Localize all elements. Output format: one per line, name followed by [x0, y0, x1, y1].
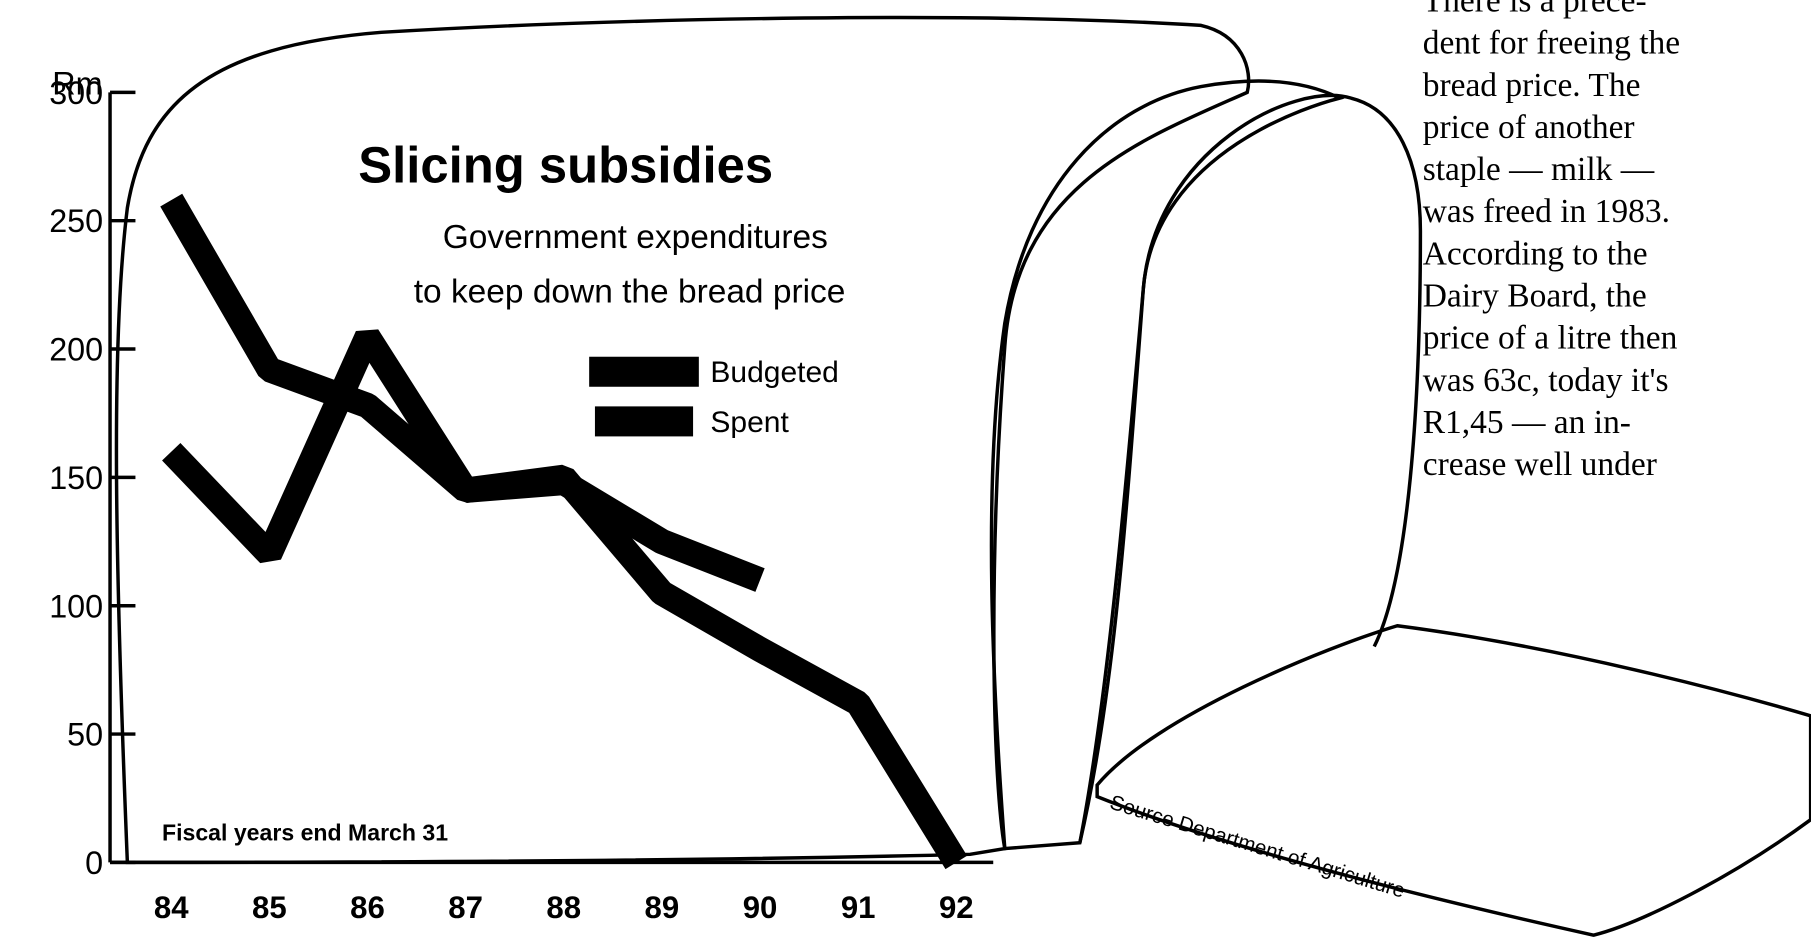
- chart-subtitle: Government expenditures: [443, 219, 828, 256]
- x-tick-label: 84: [154, 890, 189, 925]
- x-tick-label: 87: [448, 890, 483, 925]
- legend: Budgeted Spent: [589, 356, 839, 439]
- legend-label: Budgeted: [710, 356, 838, 389]
- legend-swatch: [595, 406, 693, 436]
- x-tick-label: 91: [841, 890, 876, 925]
- y-tick-label: 300: [49, 75, 103, 111]
- article-line: was freed in 1983.: [1423, 193, 1670, 230]
- y-tick-label: 100: [49, 588, 103, 624]
- x-tick-label: 85: [252, 890, 287, 925]
- article-line: Dairy Board, the: [1423, 278, 1647, 315]
- article-line: According to the: [1423, 235, 1648, 272]
- x-tick-label: 88: [546, 890, 581, 925]
- y-tick-label: 150: [49, 460, 103, 496]
- y-tick-label: 200: [49, 332, 103, 368]
- article-line: price of another: [1423, 109, 1635, 146]
- slab-outline: [1097, 626, 1810, 935]
- y-tick-label: 0: [85, 845, 103, 881]
- note: Fiscal years end March 31: [162, 819, 448, 845]
- x-tick-label: 90: [743, 890, 778, 925]
- article-line: bread price. The: [1423, 67, 1641, 104]
- article-line: price of a litre then: [1423, 320, 1678, 357]
- article-line: There is a prece-: [1423, 0, 1647, 20]
- source: Source Department of Agriculture: [1107, 791, 1407, 903]
- x-tick-label: 92: [939, 890, 974, 925]
- chart-subtitle: to keep down the bread price: [414, 273, 846, 310]
- article-line: staple — milk —: [1423, 151, 1655, 188]
- legend-swatch: [589, 357, 699, 387]
- article-line: was 63c, today it's: [1423, 362, 1669, 399]
- y-tick-label: 50: [67, 717, 103, 753]
- chart: Budgeted Spent Slicing subsidies Governme…: [0, 0, 1811, 949]
- chart-title: Slicing subsidies: [358, 136, 773, 193]
- article-line: R1,45 — an in-: [1423, 404, 1631, 441]
- article-line: dent for freeing the: [1423, 25, 1680, 62]
- slice-outline: [991, 81, 1339, 848]
- x-tick-label: 86: [350, 890, 385, 925]
- article: There is a prece-dent for freeing the bre…: [1423, 0, 1680, 483]
- legend-label: Spent: [710, 406, 789, 439]
- article-line: crease well under: [1423, 446, 1657, 483]
- x-tick-label: 89: [645, 890, 680, 925]
- y-tick-label: 250: [49, 203, 103, 239]
